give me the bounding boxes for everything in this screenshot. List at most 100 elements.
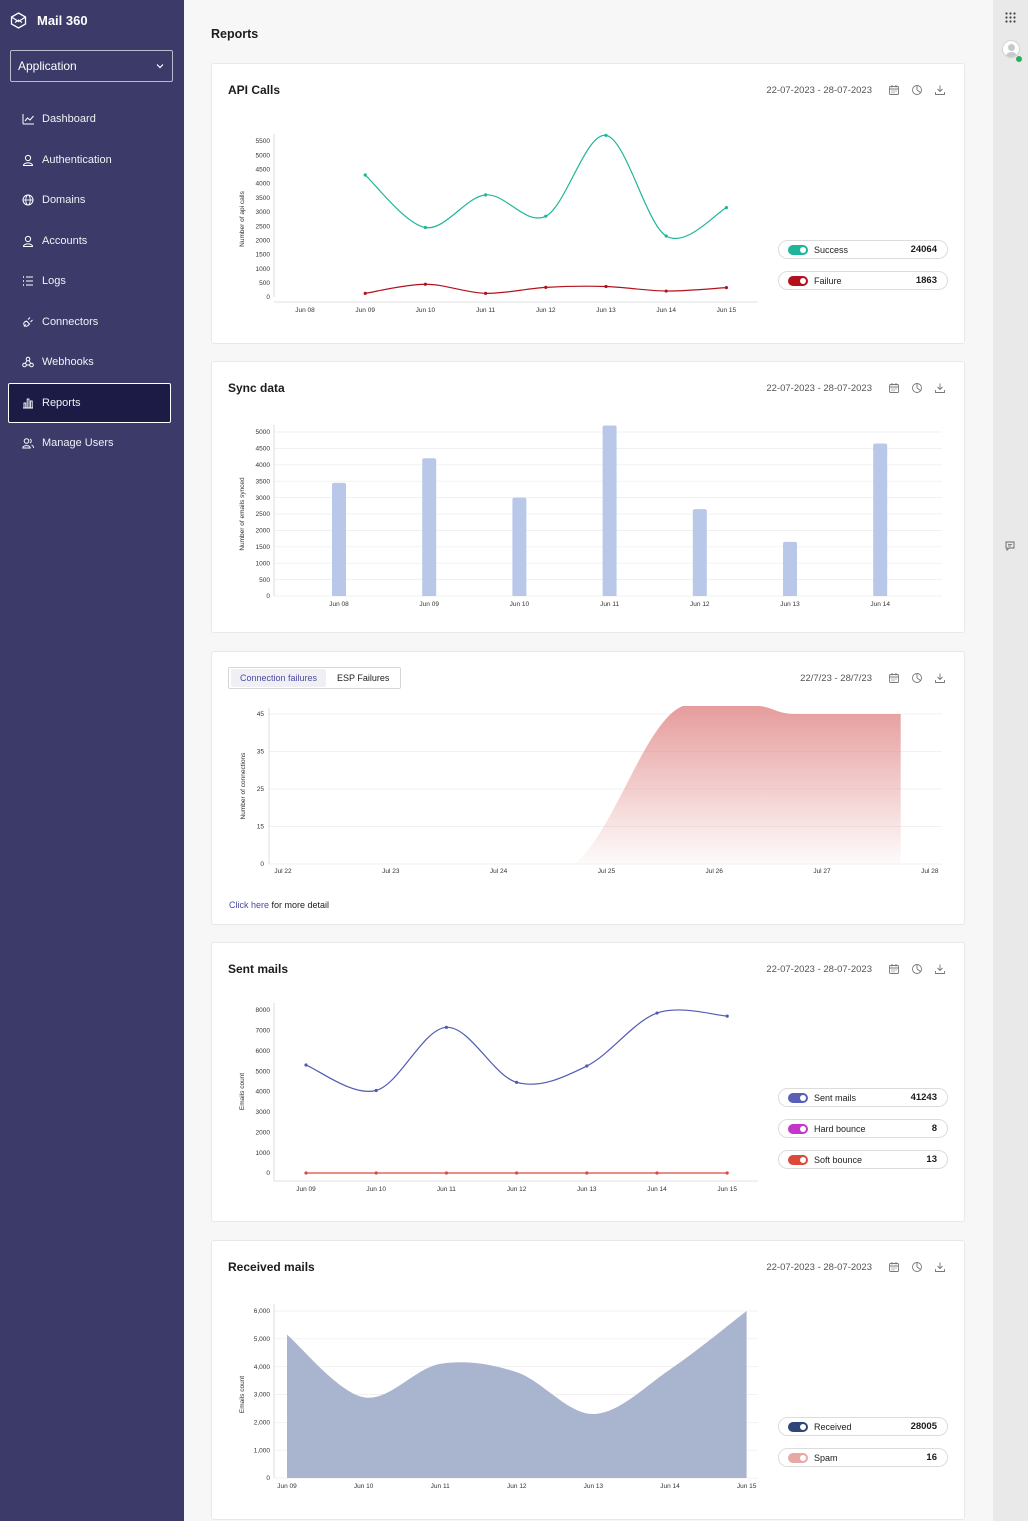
sidebar-item-label: Domains [42,194,86,206]
date-range[interactable]: 22/7/23 - 28/7/23 [800,672,872,684]
y-tick-label: 0 [260,861,264,868]
sidebar-item-label: Dashboard [42,113,96,125]
legend-item-received[interactable]: Received 28005 [778,1417,948,1436]
sidebar-item-label: Webhooks [42,356,94,368]
globe-icon [22,194,34,206]
apps-grid-icon[interactable] [1005,12,1016,23]
date-range[interactable]: 22-07-2023 - 28-07-2023 [766,963,872,975]
y-tick-label: 0 [266,593,270,600]
download-icon[interactable] [934,84,946,96]
avatar[interactable] [1002,40,1020,58]
feedback-icon[interactable] [1005,541,1015,551]
more-detail-text: Click here for more detail [229,900,329,910]
y-axis-label: Number of connections [240,752,247,820]
legend-item-soft-bounce[interactable]: Soft bounce 13 [778,1150,948,1169]
calendar-icon[interactable] [888,672,900,684]
x-tick-label: Jun 08 [295,307,315,314]
x-tick-label: Jun 14 [647,1186,667,1193]
toggle-switch[interactable] [788,244,808,255]
area-connection-failures [574,706,901,864]
x-tick-label: Jun 09 [355,307,375,314]
toggle-switch[interactable] [788,1123,808,1134]
x-tick-label: Jun 10 [416,307,436,314]
sidebar-item-dashboard[interactable]: Dashboard [8,99,171,139]
sidebar-item-authentication[interactable]: Authentication [8,140,171,180]
tab-connection-failures[interactable]: Connection failures [231,669,327,687]
data-point [725,1171,729,1175]
y-tick-label: 1,000 [254,1447,271,1454]
data-point [363,291,367,295]
toggle-switch[interactable] [788,1421,808,1432]
pie-chart-icon[interactable] [911,963,923,975]
pie-chart-icon[interactable] [911,84,923,96]
y-tick-label: 2000 [256,237,271,244]
sidebar-item-connectors[interactable]: Connectors [8,302,171,342]
x-tick-label: Jul 26 [706,868,724,875]
brand[interactable]: Mail 360 [10,12,88,29]
x-tick-label: Jul 23 [382,868,400,875]
y-tick-label: 0 [266,1475,270,1482]
sidebar-item-domains[interactable]: Domains [8,180,171,220]
sidebar-item-manage-users[interactable]: Manage Users [8,423,171,463]
date-range[interactable]: 22-07-2023 - 28-07-2023 [766,1261,872,1273]
y-tick-label: 1000 [256,266,271,273]
download-icon[interactable] [934,382,946,394]
sidebar-item-webhooks[interactable]: Webhooks [8,342,171,382]
card-tools: 22-07-2023 - 28-07-2023 [766,963,946,975]
calendar-icon[interactable] [888,1261,900,1273]
sidebar-item-label: Accounts [42,234,88,247]
legend-item-spam[interactable]: Spam 16 [778,1448,948,1467]
mail360-logo-icon [10,12,27,29]
data-point [724,206,729,210]
date-range[interactable]: 22-07-2023 - 28-07-2023 [766,84,872,96]
application-select[interactable]: Application [10,50,173,82]
download-icon[interactable] [934,1261,946,1273]
x-tick-label: Jun 11 [431,1483,450,1490]
toggle-switch[interactable] [788,1452,808,1463]
toggle-switch[interactable] [788,1154,808,1165]
sent-mails-legend: Sent mails 41243 Hard bounce 8 Soft bounce 13 [778,1088,948,1169]
tab-esp-failures[interactable]: ESP Failures [337,673,390,683]
y-tick-label: 35 [257,749,265,756]
x-tick-label: Jul 24 [490,868,508,875]
legend-item-success[interactable]: Success 24064 [778,240,948,259]
y-tick-label: 4500 [256,446,271,453]
application-select-label: Application [18,59,77,73]
pie-chart-icon[interactable] [911,1261,923,1273]
sidebar-item-label: Connectors [42,315,99,328]
webhook-icon [22,356,34,368]
x-tick-label: Jun 11 [476,307,495,314]
y-tick-label: 4000 [256,181,271,188]
pie-chart-icon[interactable] [911,672,923,684]
toggle-switch[interactable] [788,1092,808,1103]
x-tick-label: Jun 15 [737,1483,757,1490]
sidebar-item-accounts[interactable]: Accounts [8,221,171,261]
x-tick-label: Jun 12 [507,1186,527,1193]
download-icon[interactable] [934,672,946,684]
legend-item-hard-bounce[interactable]: Hard bounce 8 [778,1119,948,1138]
calendar-icon[interactable] [888,84,900,96]
connection-failures-card: 0 15 25 35 45 Number of connections Jul 22 Jul … [211,651,965,925]
chart-line-icon [22,114,34,125]
bar [512,497,527,596]
date-range[interactable]: 22-07-2023 - 28-07-2023 [766,382,872,394]
plug-icon [23,316,33,327]
y-tick-label: 45 [257,711,265,718]
pie-chart-icon[interactable] [911,382,923,394]
toggle-switch[interactable] [788,275,808,286]
sidebar-item-logs[interactable]: Logs [8,261,171,301]
click-here-link[interactable]: Click here [229,900,270,910]
legend-label: Success [814,244,849,255]
sidebar: Mail 360 Application Dashboard Authentica… [0,0,184,1521]
y-tick-label: 6000 [256,1048,271,1055]
calendar-icon[interactable] [888,382,900,394]
download-icon[interactable] [934,963,946,975]
x-tick-label: Jul 27 [813,868,831,875]
sidebar-item-reports[interactable]: Reports [8,382,171,423]
calendar-icon[interactable] [888,963,900,975]
data-point [304,1171,308,1175]
legend-item-sent-mails[interactable]: Sent mails 41243 [778,1088,948,1107]
x-tick-label: Jun 13 [584,1483,604,1490]
legend-item-failure[interactable]: Failure 1863 [778,271,948,290]
x-tick-label: Jun 12 [690,601,710,608]
